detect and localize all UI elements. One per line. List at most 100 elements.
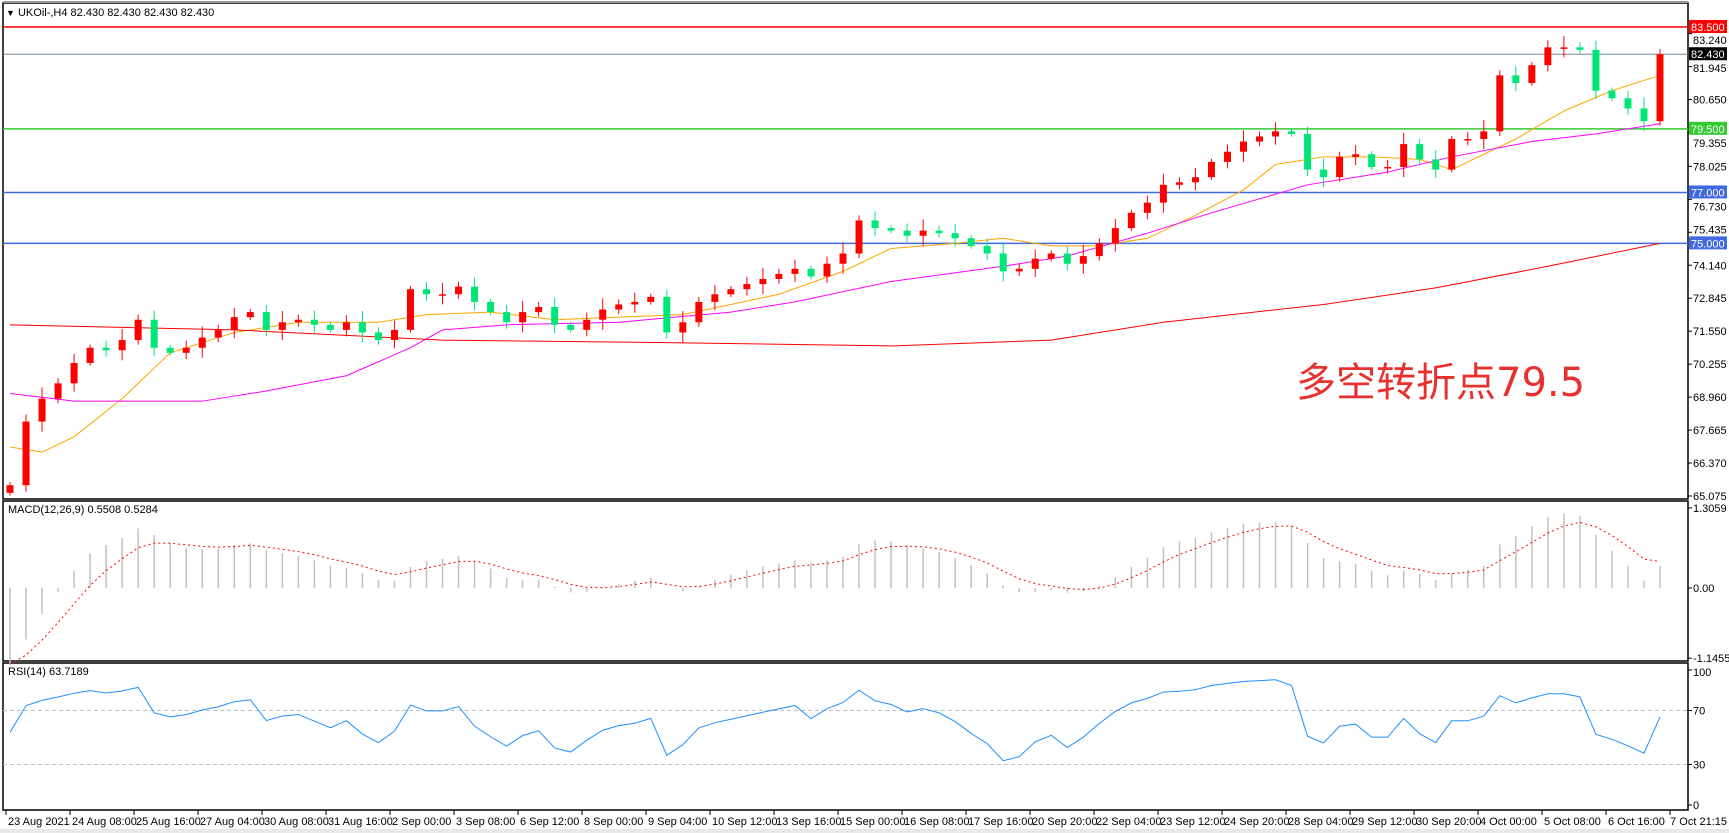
time-tick-label: 6 Sep 12:00 — [520, 816, 579, 828]
candle-up — [679, 322, 687, 333]
candle-up — [1352, 154, 1360, 157]
candle-down — [1640, 108, 1648, 122]
candle-up — [246, 312, 254, 318]
candle-up — [823, 263, 831, 277]
candle-down — [1320, 169, 1328, 178]
candle-down — [983, 245, 991, 254]
price-tick-label: 67.665 — [1693, 425, 1727, 437]
price-tick-label: 75.435 — [1693, 224, 1727, 236]
candle-down — [503, 312, 511, 323]
time-tick-label: 8 Sep 00:00 — [584, 816, 643, 828]
candle-up — [727, 289, 735, 295]
rsi-pane-frame — [2, 662, 1689, 811]
level-label: 83.500 — [1691, 22, 1725, 34]
candle-down — [1512, 75, 1520, 83]
price-tick-label: 76.730 — [1693, 201, 1727, 213]
candle-down — [423, 289, 431, 295]
price-tick-label: 74.140 — [1693, 260, 1727, 272]
candles — [6, 36, 1664, 496]
time-tick-label: 7 Oct 21:15 — [1670, 816, 1727, 828]
candle-up — [455, 286, 463, 295]
candle-up — [118, 340, 126, 351]
time-tick-label: 17 Sep 16:00 — [968, 816, 1033, 828]
candle-up — [519, 312, 527, 323]
time-tick-label: 30 Aug 08:00 — [264, 816, 329, 828]
candle-down — [951, 233, 959, 239]
candle-up — [1079, 256, 1087, 264]
annotation-text: 多空转折点79.5 — [1296, 360, 1586, 406]
time-tick-label: 9 Sep 04:00 — [648, 816, 707, 828]
candle-down — [487, 301, 495, 313]
candle-down — [967, 238, 975, 246]
candle-up — [711, 294, 719, 302]
candle-up — [1111, 228, 1119, 244]
candle-up — [1336, 156, 1344, 178]
time-tick-label: 23 Aug 2021 — [8, 816, 70, 828]
rsi-tick-label: 30 — [1693, 760, 1705, 772]
triangle-down-icon[interactable]: ▼ — [6, 8, 15, 18]
candle-up — [134, 319, 142, 341]
candle-up — [1256, 136, 1264, 142]
candle-down — [262, 312, 270, 330]
time-tick-label: 28 Sep 04:00 — [1288, 816, 1353, 828]
time-tick-label: 24 Sep 20:00 — [1224, 816, 1289, 828]
candle-down — [150, 319, 158, 348]
time-tick-label: 2 Sep 00:00 — [392, 816, 451, 828]
candle-up — [1207, 161, 1215, 178]
candle-up — [1544, 47, 1552, 66]
candle-down — [1624, 98, 1632, 109]
time-tick-label: 4 Oct 00:00 — [1480, 816, 1537, 828]
candle-up — [1239, 141, 1247, 152]
macd-tick-label: 1.3059 — [1693, 503, 1727, 515]
time-tick-label: 31 Aug 16:00 — [328, 816, 393, 828]
candle-up — [1031, 258, 1039, 269]
candle-up — [631, 301, 639, 305]
candle-up — [535, 307, 543, 313]
candle-up — [1127, 212, 1135, 229]
candle-up — [1175, 182, 1183, 185]
candle-down — [374, 332, 382, 341]
top-border — [3, 1, 1688, 3]
candle-up — [1464, 139, 1472, 141]
price-tick-label: 78.025 — [1693, 161, 1727, 173]
candle-up — [1448, 139, 1456, 170]
time-tick-label: 29 Sep 12:00 — [1352, 816, 1417, 828]
candle-up — [214, 329, 222, 338]
candle-down — [1432, 159, 1440, 170]
candle-up — [583, 319, 591, 330]
candle-down — [663, 296, 671, 333]
candle-down — [871, 220, 879, 229]
price-tick-label: 79.355 — [1693, 138, 1727, 150]
candle-up — [70, 363, 78, 384]
candle-up — [1400, 144, 1408, 167]
time-tick-label: 5 Oct 08:00 — [1544, 816, 1601, 828]
time-tick-label: 15 Sep 00:00 — [840, 816, 905, 828]
candle-up — [1159, 184, 1167, 203]
bottom-strip — [0, 829, 1729, 833]
time-tick-label: 23 Sep 12:00 — [1160, 816, 1225, 828]
macd-header: MACD(12,26,9) 0.5508 0.5284 — [8, 504, 158, 516]
candle-down — [166, 347, 174, 353]
symbol-header[interactable]: ▼ UKOil-,H4 82.430 82.430 82.430 82.430 — [6, 7, 214, 19]
level-label-box — [1689, 47, 1727, 61]
ma-mid-line — [9, 123, 1661, 402]
candle-up — [198, 337, 206, 348]
candle-down — [1416, 144, 1424, 160]
candle-up — [743, 284, 751, 290]
candle-up — [38, 398, 46, 422]
macd-signal-line — [9, 521, 1661, 665]
macd-tick-label: 0.00 — [1693, 583, 1714, 595]
candle-up — [599, 309, 607, 320]
candle-up — [22, 421, 30, 486]
level-label-box — [1689, 20, 1727, 33]
candle-down — [1288, 131, 1296, 134]
candle-down — [1576, 47, 1584, 50]
candle-up — [294, 319, 302, 323]
candle-up — [695, 301, 703, 323]
candle-up — [1656, 54, 1664, 122]
price-tick-label: 71.550 — [1693, 326, 1727, 338]
price-tick-label: 65.075 — [1693, 491, 1727, 503]
rsi-tick-label: 100 — [1693, 667, 1711, 679]
rsi-line — [9, 679, 1661, 762]
price-tick-label: 66.370 — [1693, 458, 1727, 470]
